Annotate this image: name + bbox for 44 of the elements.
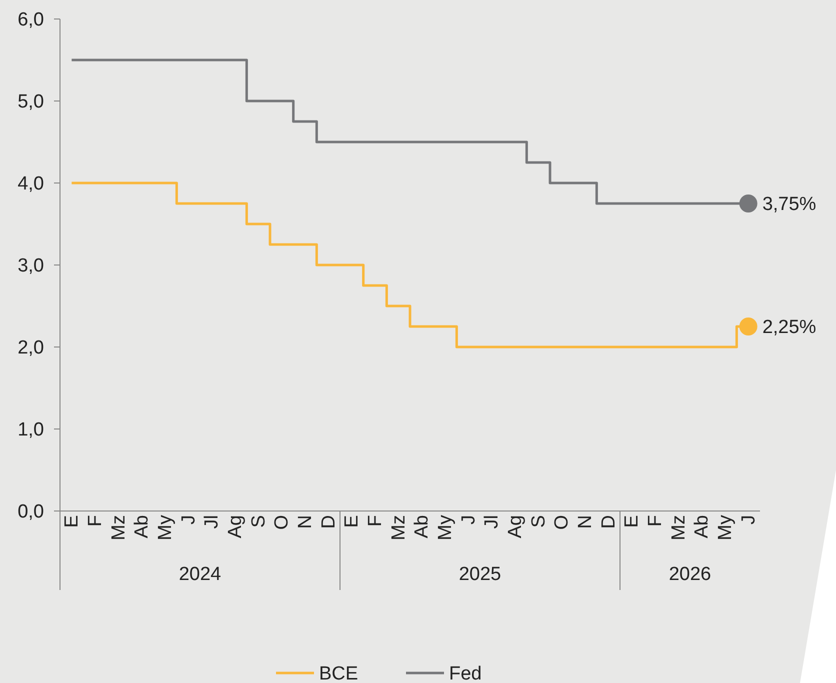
x-tick-label: Ag bbox=[225, 515, 246, 538]
x-tick-label: F bbox=[85, 515, 106, 527]
y-tick-label: 4,0 bbox=[18, 174, 44, 195]
y-tick-label: 1,0 bbox=[18, 420, 44, 441]
x-tick-label: My bbox=[435, 514, 456, 540]
x-tick-label: E bbox=[62, 515, 83, 528]
x-tick-label: S bbox=[528, 515, 550, 528]
text: 2026 bbox=[668, 564, 712, 585]
y-tick-label: 0,0 bbox=[18, 502, 44, 523]
x-tick-label: Mz bbox=[108, 515, 130, 540]
x-tick-label: N bbox=[575, 515, 596, 529]
x-tick-label: O bbox=[272, 515, 293, 530]
x-tick-label: Ab bbox=[132, 515, 153, 538]
x-tick-label: Ab bbox=[692, 515, 713, 538]
x-tick-label: J bbox=[458, 515, 480, 524]
x-tick-label: Ag bbox=[505, 515, 526, 538]
x-tick-label: J bbox=[738, 515, 760, 524]
text: 2025 bbox=[458, 564, 502, 585]
x-tick-label: Jl bbox=[202, 515, 223, 529]
text: 2024 bbox=[178, 564, 222, 585]
y-tick-label: 5,0 bbox=[18, 92, 44, 113]
x-tick-label: D bbox=[598, 515, 620, 529]
y-tick-label: 3,0 bbox=[18, 256, 44, 277]
x-tick-label: Mz bbox=[668, 515, 690, 540]
x-tick-label: S bbox=[248, 515, 270, 528]
legend-label: Fed bbox=[449, 664, 482, 683]
x-tick-label: O bbox=[552, 515, 573, 530]
x-tick-label: E bbox=[622, 515, 643, 528]
x-tick-label: My bbox=[715, 514, 736, 540]
x-tick-label: E bbox=[342, 515, 363, 528]
x-tick-label: F bbox=[365, 515, 386, 527]
data-label: 2,25% bbox=[762, 317, 816, 338]
x-tick-label: Jl bbox=[482, 515, 503, 529]
x-tick-label: J bbox=[178, 515, 200, 524]
y-tick-label: 2,0 bbox=[18, 338, 44, 359]
legend-label: BCE bbox=[319, 664, 358, 683]
x-tick-label: F bbox=[645, 515, 666, 527]
data-label: 3,75% bbox=[762, 194, 816, 216]
x-tick-label: N bbox=[295, 515, 316, 529]
x-tick-label: Mz bbox=[388, 515, 410, 540]
x-tick-label: My bbox=[155, 514, 176, 540]
x-tick-label: D bbox=[318, 515, 340, 529]
y-tick-label: 6,0 bbox=[18, 10, 44, 31]
x-tick-label: Ab bbox=[412, 515, 433, 538]
